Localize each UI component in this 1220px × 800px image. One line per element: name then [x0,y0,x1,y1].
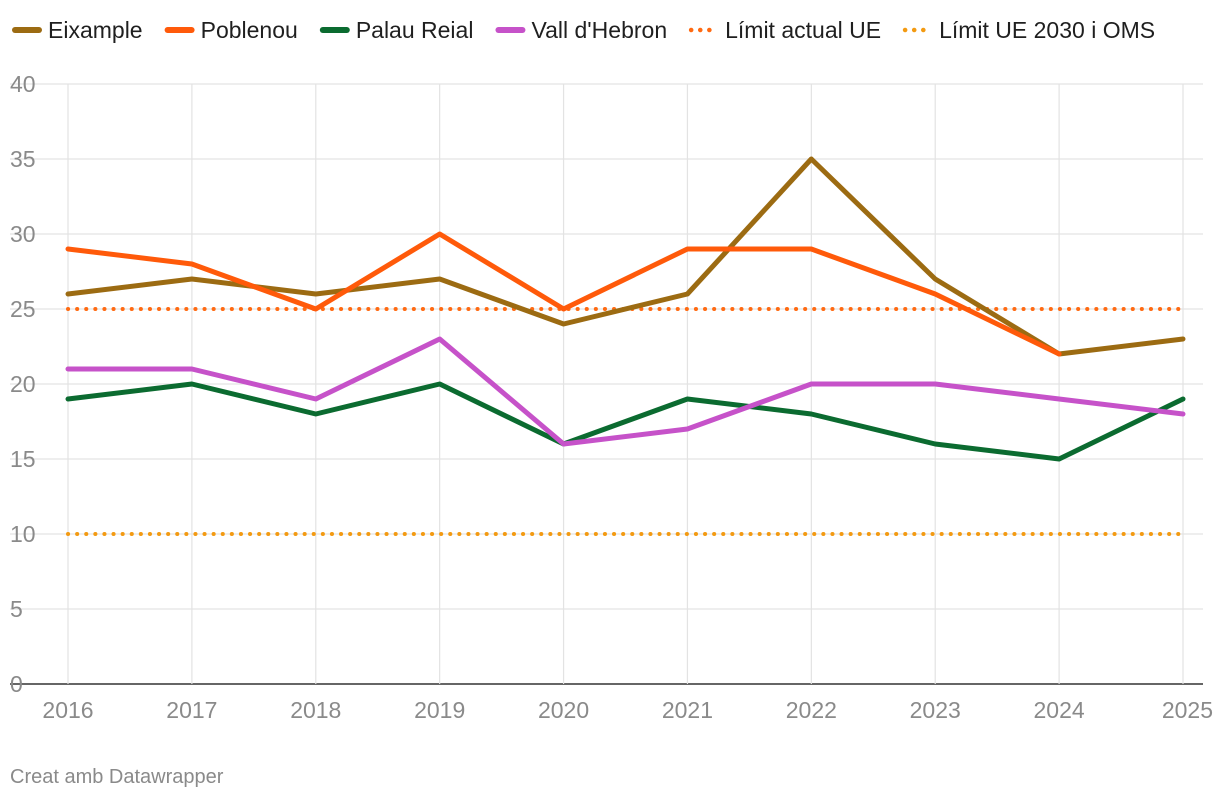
x-tick-label-2022: 2022 [786,697,837,723]
legend-label-eixample: Eixample [48,17,143,43]
series-line-eixample [65,156,1186,357]
legend: Eixample Poblenou Palau Reial Vall d'Hebron… [12,17,1155,43]
y-tick-label-15: 15 [10,446,36,472]
reference-lines [66,307,1185,536]
legend-item-palau-reial: Palau Reial [319,17,474,43]
legend-item-eixample: Eixample [12,17,143,43]
x-axis-ticks: 2016 2017 2018 2019 2020 2021 2022 2023 2024 2025 [42,697,1213,723]
x-tick-label-2021: 2021 [662,697,713,723]
y-tick-label-10: 10 [10,521,36,547]
legend-label-palau-reial: Palau Reial [356,17,474,43]
y-tick-label-5: 5 [10,596,23,622]
series-line-palau-reial [65,381,1186,462]
legend-label-poblenou: Poblenou [201,17,298,43]
legend-label-vall-d-hebron: Vall d'Hebron [531,17,667,43]
series-line-vall-d-hebron [65,336,1186,447]
series-lines [65,156,1186,462]
x-tick-label-2017: 2017 [166,697,217,723]
footer-credit: Creat amb Datawrapper [10,766,224,788]
y-tick-label-0: 0 [10,671,23,697]
y-tick-label-35: 35 [10,146,36,172]
grid [10,83,1203,685]
legend-item-limit-actual-ue: Límit actual UE [688,17,881,43]
legend-label-limit-ue-2030-i-oms: Límit UE 2030 i OMS [939,17,1155,43]
legend-label-limit-actual-ue: Límit actual UE [725,17,881,43]
x-tick-label-2023: 2023 [910,697,961,723]
y-tick-label-40: 40 [10,71,36,97]
legend-item-limit-ue-2030-i-oms: Límit UE 2030 i OMS [902,17,1155,43]
x-tick-label-2020: 2020 [538,697,589,723]
y-tick-label-30: 30 [10,221,36,247]
x-tick-label-2016: 2016 [42,697,93,723]
x-tick-label-2025: 2025 [1162,697,1213,723]
legend-item-vall-d-hebron: Vall d'Hebron [495,17,667,43]
y-axis-ticks: 0 5 10 15 20 25 30 35 40 [10,71,36,697]
y-tick-label-20: 20 [10,371,36,397]
legend-item-poblenou: Poblenou [164,17,298,43]
x-tick-label-2024: 2024 [1034,697,1085,723]
x-tick-label-2018: 2018 [290,697,341,723]
series-line-poblenou [65,231,1062,357]
x-tick-label-2019: 2019 [414,697,465,723]
y-tick-label-25: 25 [10,296,36,322]
